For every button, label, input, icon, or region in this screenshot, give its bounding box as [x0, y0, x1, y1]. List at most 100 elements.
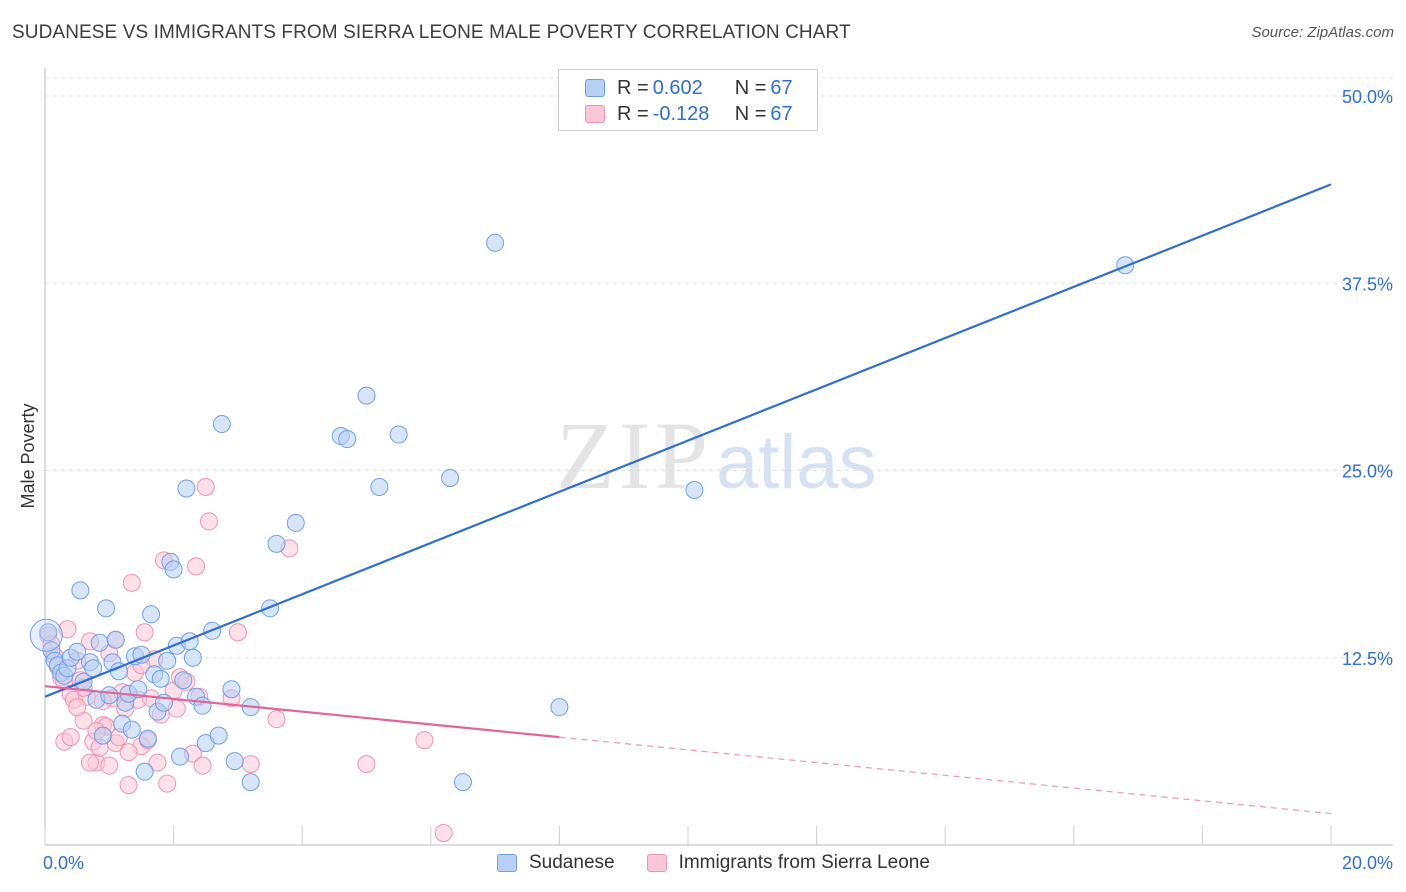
trend-line-sierra-leone [44, 685, 560, 739]
point-sudanese-26 [129, 680, 148, 699]
legend-r-value: 0.602 [652, 76, 703, 99]
point-sierra-leone-49 [228, 623, 247, 642]
point-sudanese-9 [71, 581, 90, 600]
point-sudanese-8 [68, 642, 87, 661]
point-sudanese-35 [158, 651, 177, 670]
point-sudanese-56 [286, 513, 305, 532]
chart-title: SUDANESE VS IMMIGRANTS FROM SIERRA LEONE… [12, 22, 851, 43]
legend-row-sierra-leone: R = -0.128 N = 67 [585, 102, 793, 126]
legend-n-label: N = [734, 102, 767, 125]
legend-row-sudanese: R = 0.602 N = 67 [585, 76, 793, 100]
point-sierra-leone-19 [100, 756, 119, 775]
point-sudanese-62 [441, 468, 460, 487]
legend-r-label: R = [617, 76, 649, 99]
point-sierra-leone-50 [241, 755, 260, 774]
trend-line-sierra-leone-extension [559, 736, 1332, 815]
legend-r-value: -0.128 [652, 102, 710, 125]
point-sierra-leone-34 [148, 753, 167, 772]
point-sudanese-61 [389, 425, 408, 444]
point-sierra-leone-57 [81, 753, 100, 772]
point-sudanese-33 [151, 669, 170, 688]
point-sudanese-48 [209, 726, 228, 745]
x-tick-label-min: 0.0% [43, 853, 84, 873]
point-sierra-leone-30 [135, 623, 154, 642]
legend-label-sudanese: Sudanese [529, 852, 615, 873]
point-sudanese-24 [122, 720, 141, 739]
y-tick-labels: 12.5% 25.0% 37.5% 50.0% [1342, 87, 1393, 669]
y-tick-label-3: 50.0% [1342, 87, 1393, 107]
point-sudanese-64 [486, 233, 505, 252]
grid [45, 77, 1393, 659]
point-sudanese-63 [453, 773, 472, 792]
point-sudanese-30 [142, 605, 161, 624]
point-sierra-leone-55 [434, 824, 453, 843]
point-sierra-leone-53 [357, 755, 376, 774]
point-sudanese-29 [138, 729, 157, 748]
point-sudanese-14 [90, 633, 109, 652]
point-sierra-leone-47 [199, 512, 218, 531]
source-label: Source: ZipAtlas.com [1251, 24, 1394, 41]
watermark-atlas: atlas [716, 420, 877, 505]
point-sudanese-39 [171, 747, 190, 766]
point-sierra-leone-60 [68, 698, 87, 717]
point-sudanese-19 [106, 630, 125, 649]
trend-line-sudanese [44, 183, 1332, 698]
point-sierra-leone-26 [122, 573, 141, 592]
point-sudanese-60 [370, 477, 389, 496]
point-sudanese-50 [222, 680, 241, 699]
point-sudanese-16 [97, 599, 116, 618]
point-sudanese-51 [225, 752, 244, 771]
legend-label-sierra-leone: Immigrants from Sierra Leone [678, 852, 930, 873]
point-sudanese-37 [164, 560, 183, 579]
legend-n-label: N = [734, 76, 767, 99]
legend-swatch-pink [646, 854, 667, 872]
series-sudanese-points [29, 233, 1135, 792]
y-tick-label-1: 25.0% [1342, 462, 1393, 482]
point-sudanese-66 [685, 480, 704, 499]
point-sudanese-43 [183, 648, 202, 667]
point-sudanese-58 [338, 430, 357, 449]
series-legend: Sudanese Immigrants from Sierra Leone [497, 852, 962, 874]
point-sudanese-49 [212, 415, 231, 434]
watermark: ZIP atlas [556, 402, 877, 509]
point-sudanese-0 [39, 623, 58, 642]
point-sierra-leone-37 [158, 774, 177, 793]
legend-item-sierra-leone[interactable]: Immigrants from Sierra Leone [646, 852, 930, 874]
point-sudanese-15 [93, 726, 112, 745]
x-tick-labels: 0.0% 20.0% [43, 853, 1393, 873]
point-sierra-leone-46 [196, 477, 215, 496]
point-sudanese-59 [357, 386, 376, 405]
point-sierra-leone-62 [61, 728, 80, 747]
legend-swatch-blue [585, 79, 605, 97]
correlation-legend: R = 0.602 N = 67 R = -0.128 N = 67 [558, 69, 818, 131]
point-sudanese-28 [135, 762, 154, 781]
point-sierra-leone-54 [415, 731, 434, 750]
point-sudanese-45 [193, 696, 212, 715]
legend-n-value: 67 [770, 102, 793, 125]
point-sudanese-17 [100, 686, 119, 705]
point-sierra-leone-51 [267, 710, 286, 729]
y-tick-label-0: 12.5% [1342, 649, 1393, 669]
point-sierra-leone-45 [193, 756, 212, 775]
legend-swatch-blue [497, 854, 517, 872]
point-sierra-leone-25 [119, 776, 138, 795]
axes [44, 68, 1393, 846]
point-sudanese-55 [267, 534, 286, 553]
point-sudanese-54 [261, 599, 280, 618]
legend-n-value: 67 [770, 76, 793, 99]
point-sudanese-41 [177, 479, 196, 498]
point-sudanese-cluster [29, 618, 63, 652]
point-sierra-leone-6 [58, 620, 77, 639]
point-sudanese-40 [174, 671, 193, 690]
point-sudanese-53 [241, 773, 260, 792]
y-tick-label-2: 37.5% [1342, 274, 1393, 294]
legend-r-label: R = [617, 102, 649, 125]
legend-item-sudanese[interactable]: Sudanese [497, 852, 615, 874]
point-sierra-leone-43 [187, 557, 206, 576]
x-tick-label-max: 20.0% [1342, 853, 1393, 873]
watermark-zip: ZIP [556, 402, 712, 509]
legend-swatch-pink [585, 105, 605, 123]
y-axis-label: Male Poverty [18, 403, 38, 508]
point-sudanese-65 [550, 698, 569, 717]
